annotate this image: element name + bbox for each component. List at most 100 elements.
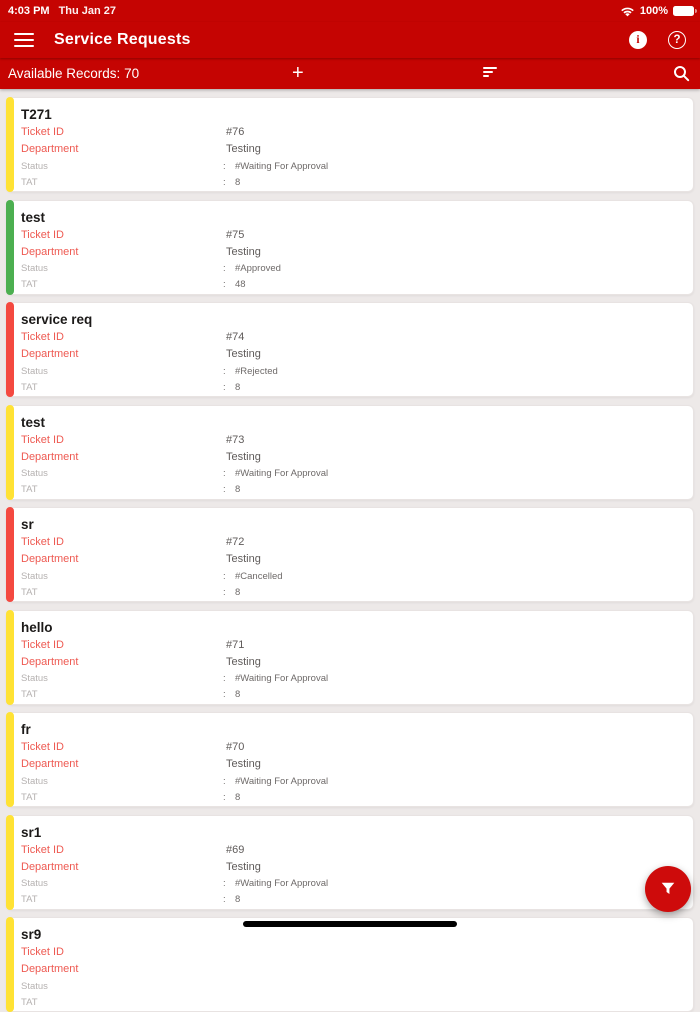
help-icon[interactable]: ? — [668, 31, 686, 49]
home-indicator[interactable] — [243, 921, 457, 927]
status-row: Status : #Approved — [21, 263, 683, 275]
card-title: test — [21, 209, 46, 225]
department-row: Department Testing — [21, 758, 683, 771]
status-row: Status : #Cancelled — [21, 571, 683, 583]
ticket-id-label: Ticket ID — [21, 638, 64, 651]
tat-value: 8 — [235, 484, 241, 495]
department-label: Department — [21, 758, 79, 770]
status-bar-right: 100% — [620, 5, 697, 17]
add-request-button[interactable]: + — [292, 58, 304, 89]
battery-percentage: 100% — [639, 5, 668, 17]
card-title: sr — [21, 517, 34, 532]
app-bar-actions: i ? — [629, 31, 686, 49]
app-bar: Service Requests i ? — [0, 22, 700, 58]
status-stripe — [6, 507, 14, 602]
tat-row: TAT : 48 — [21, 279, 683, 291]
tat-row: TAT : 8 — [21, 382, 683, 394]
department-row: Department Testing — [21, 656, 683, 669]
status-colon: : — [223, 263, 226, 274]
ticket-id-label: Ticket ID — [21, 741, 64, 753]
card-title: test — [21, 414, 46, 430]
department-value: Testing — [226, 348, 261, 360]
ticket-id-row: Ticket ID #75 — [21, 229, 683, 242]
service-request-card[interactable]: test Ticket ID #73 Department Testing St… — [6, 404, 694, 500]
funnel-icon — [661, 882, 675, 895]
service-request-card[interactable]: fr Ticket ID #70 Department Testing Stat… — [6, 712, 694, 807]
status-stripe — [6, 302, 14, 397]
ticket-id-row: Ticket ID #70 — [21, 741, 683, 754]
tat-row: TAT : 8 — [21, 484, 683, 496]
service-request-card[interactable]: T271 Ticket ID #76 Department Testing St… — [6, 97, 694, 192]
department-row: Department — [21, 963, 683, 976]
department-row: Department Testing — [21, 348, 683, 361]
status-colon: : — [223, 160, 226, 172]
status-row: Status : #Waiting For Approval — [21, 776, 683, 788]
status-row: Status : #Rejected — [21, 366, 683, 378]
status-value: #Waiting For Approval — [235, 775, 329, 787]
service-request-card[interactable]: sr Ticket ID #72 Department Testing Stat… — [6, 507, 694, 602]
status-colon: : — [223, 468, 226, 479]
service-request-card[interactable]: hello Ticket ID #71 Department Testing S… — [6, 609, 694, 705]
status-value: #Cancelled — [235, 570, 283, 582]
tat-colon: : — [223, 381, 226, 393]
clock: 4:03 PM — [8, 5, 50, 17]
card-body: fr Ticket ID #70 Department Testing Stat… — [7, 713, 693, 803]
info-icon[interactable]: i — [629, 31, 647, 49]
status-bar: 4:03 PM Thu Jan 27 100% — [0, 0, 700, 22]
tat-label: TAT — [21, 381, 38, 393]
tat-label: TAT — [21, 484, 38, 495]
tat-label: TAT — [21, 279, 38, 290]
ticket-id-value: #72 — [226, 536, 245, 548]
card-body: sr9 Ticket ID Department Status : TAT : — [7, 918, 693, 1008]
date: Thu Jan 27 — [58, 5, 117, 17]
status-row: Status : #Waiting For Approval — [21, 161, 683, 173]
department-label: Department — [21, 348, 79, 360]
status-colon: : — [223, 570, 226, 582]
status-row: Status : #Waiting For Approval — [21, 878, 683, 890]
status-label: Status — [21, 160, 48, 172]
tat-value: 8 — [235, 791, 241, 803]
service-request-card[interactable]: service req Ticket ID #74 Department Tes… — [6, 302, 694, 397]
service-request-card[interactable]: sr9 Ticket ID Department Status : TAT : — [6, 917, 694, 1012]
department-row: Department Testing — [21, 143, 683, 156]
tat-colon: : — [223, 484, 226, 495]
tat-row: TAT : 8 — [21, 689, 683, 701]
status-label: Status — [21, 980, 48, 992]
status-stripe — [6, 712, 14, 807]
status-label: Status — [21, 673, 48, 684]
department-label: Department — [21, 245, 79, 258]
department-value: Testing — [226, 758, 261, 770]
filter-fab[interactable] — [645, 866, 691, 912]
ticket-id-value: #70 — [226, 741, 245, 753]
card-body: T271 Ticket ID #76 Department Testing St… — [7, 98, 693, 188]
ticket-id-label: Ticket ID — [21, 946, 64, 958]
status-row: Status : #Waiting For Approval — [21, 673, 683, 685]
tat-colon: : — [223, 689, 226, 700]
department-label: Department — [21, 860, 79, 873]
ticket-id-row: Ticket ID — [21, 946, 683, 959]
menu-icon[interactable] — [14, 32, 34, 48]
status-stripe — [6, 404, 14, 500]
search-icon[interactable] — [673, 65, 690, 82]
ticket-id-value: #69 — [226, 843, 245, 856]
tat-label: TAT — [21, 689, 38, 700]
service-request-card[interactable]: test Ticket ID #75 Department Testing St… — [6, 199, 694, 295]
tat-value: 8 — [235, 894, 241, 905]
available-records-label: Available Records: 70 — [8, 66, 139, 81]
tat-label: TAT — [21, 894, 38, 905]
status-label: Status — [21, 365, 48, 377]
card-title: T271 — [21, 107, 52, 122]
ticket-id-row: Ticket ID #76 — [21, 126, 683, 139]
status-value: #Rejected — [235, 365, 278, 377]
service-request-card[interactable]: sr1 Ticket ID #69 Department Testing Sta… — [6, 814, 694, 910]
status-label: Status — [21, 263, 48, 274]
status-value: #Waiting For Approval — [235, 160, 329, 172]
status-colon: : — [223, 775, 226, 787]
ticket-id-row: Ticket ID #71 — [21, 639, 683, 652]
department-value: Testing — [226, 245, 261, 258]
sort-icon[interactable] — [483, 67, 497, 77]
card-title: fr — [21, 722, 31, 737]
tat-label: TAT — [21, 791, 38, 803]
department-value: Testing — [226, 860, 261, 873]
department-value: Testing — [226, 553, 261, 565]
